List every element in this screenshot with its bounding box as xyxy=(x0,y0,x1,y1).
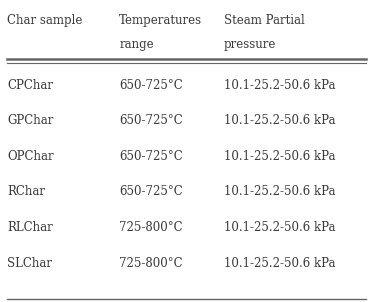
Text: range: range xyxy=(119,38,154,51)
Text: Steam Partial: Steam Partial xyxy=(224,14,304,27)
Text: CPChar: CPChar xyxy=(7,79,53,92)
Text: Char sample: Char sample xyxy=(7,14,83,27)
Text: pressure: pressure xyxy=(224,38,276,51)
Text: 10.1-25.2-50.6 kPa: 10.1-25.2-50.6 kPa xyxy=(224,79,335,92)
Text: 650-725°C: 650-725°C xyxy=(119,114,183,127)
Text: 10.1-25.2-50.6 kPa: 10.1-25.2-50.6 kPa xyxy=(224,185,335,198)
Text: 10.1-25.2-50.6 kPa: 10.1-25.2-50.6 kPa xyxy=(224,221,335,234)
Text: 725-800°C: 725-800°C xyxy=(119,221,183,234)
Text: 650-725°C: 650-725°C xyxy=(119,185,183,198)
Text: RChar: RChar xyxy=(7,185,46,198)
Text: 10.1-25.2-50.6 kPa: 10.1-25.2-50.6 kPa xyxy=(224,150,335,163)
Text: GPChar: GPChar xyxy=(7,114,54,127)
Text: 10.1-25.2-50.6 kPa: 10.1-25.2-50.6 kPa xyxy=(224,257,335,270)
Text: 650-725°C: 650-725°C xyxy=(119,79,183,92)
Text: Temperatures: Temperatures xyxy=(119,14,203,27)
Text: 725-800°C: 725-800°C xyxy=(119,257,183,270)
Text: OPChar: OPChar xyxy=(7,150,54,163)
Text: RLChar: RLChar xyxy=(7,221,53,234)
Text: SLChar: SLChar xyxy=(7,257,53,270)
Text: 650-725°C: 650-725°C xyxy=(119,150,183,163)
Text: 10.1-25.2-50.6 kPa: 10.1-25.2-50.6 kPa xyxy=(224,114,335,127)
